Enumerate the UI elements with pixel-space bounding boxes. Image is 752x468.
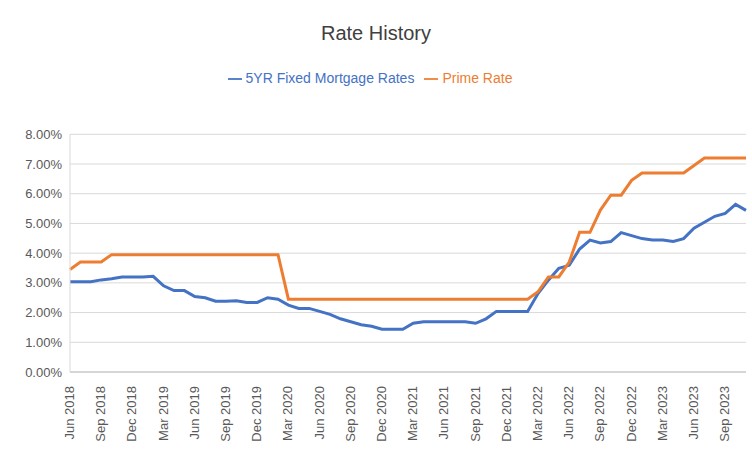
html-text:Rate History: Rate History (321, 22, 431, 44)
svg-text:2.00%: 2.00% (25, 305, 62, 320)
svg-text:Dec 2018: Dec 2018 (124, 386, 139, 442)
svg-text:Sep 2018: Sep 2018 (93, 386, 108, 442)
svg-text:Mar 2020: Mar 2020 (280, 386, 295, 441)
html-text:5YR Fixed Mortgage Rates: 5YR Fixed Mortgage Rates (245, 70, 415, 86)
svg-text:Sep 2023: Sep 2023 (717, 386, 732, 442)
svg-text:Jun 2023: Jun 2023 (686, 386, 701, 440)
svg-text:Sep 2020: Sep 2020 (343, 386, 358, 442)
svg-text:Jun 2019: Jun 2019 (187, 386, 202, 440)
svg-text:1.00%: 1.00% (25, 335, 62, 350)
svg-text:7.00%: 7.00% (25, 157, 62, 172)
svg-text:6.00%: 6.00% (25, 186, 62, 201)
svg-text:Sep 2019: Sep 2019 (218, 386, 233, 442)
svg-text:Dec 2020: Dec 2020 (374, 386, 389, 442)
svg-text:8.00%: 8.00% (25, 127, 62, 142)
svg-text:Jun 2018: Jun 2018 (62, 386, 77, 440)
svg-text:Mar 2019: Mar 2019 (156, 386, 171, 441)
svg-text:Dec 2021: Dec 2021 (499, 386, 514, 442)
svg-text:Jun 2021: Jun 2021 (436, 386, 451, 440)
svg-text:Jun 2020: Jun 2020 (312, 386, 327, 440)
svg-text:0.00%: 0.00% (25, 365, 62, 380)
html-text:Prime Rate: Prime Rate (442, 70, 513, 86)
svg-text:Sep 2022: Sep 2022 (592, 386, 607, 442)
svg-text:Mar 2021: Mar 2021 (405, 386, 420, 441)
svg-text:Dec 2019: Dec 2019 (249, 386, 264, 442)
svg-text:Sep 2021: Sep 2021 (468, 386, 483, 442)
svg-text:5.00%: 5.00% (25, 216, 62, 231)
svg-text:3.00%: 3.00% (25, 275, 62, 290)
svg-text:Jun 2022: Jun 2022 (561, 386, 576, 440)
svg-text:Dec 2022: Dec 2022 (624, 386, 639, 442)
svg-text:Mar 2022: Mar 2022 (530, 386, 545, 441)
svg-text:Mar 2023: Mar 2023 (655, 386, 670, 441)
svg-text:4.00%: 4.00% (25, 246, 62, 261)
